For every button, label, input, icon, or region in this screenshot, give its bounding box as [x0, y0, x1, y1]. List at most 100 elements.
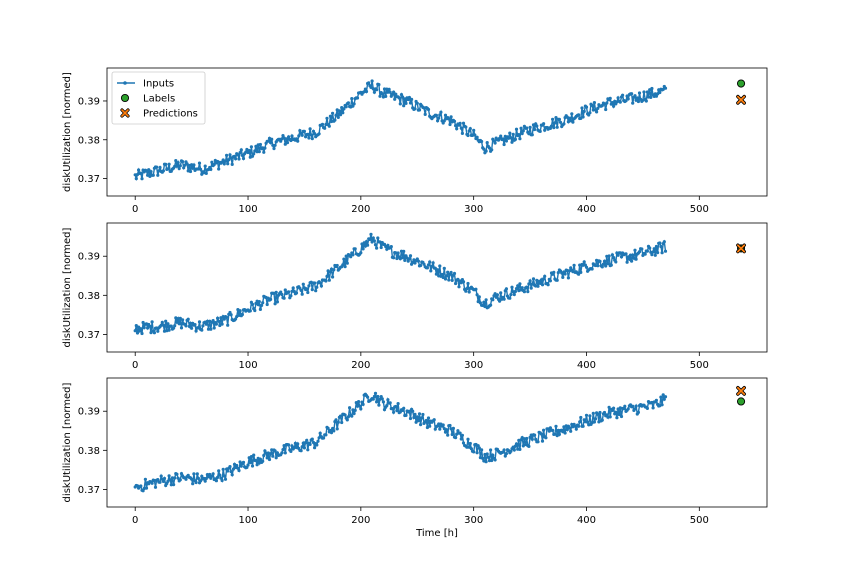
input-point	[323, 126, 327, 130]
input-point	[456, 277, 460, 281]
x-tick-label: 400	[577, 515, 596, 526]
input-point	[517, 133, 521, 137]
input-point	[652, 247, 656, 251]
input-point	[395, 256, 399, 261]
input-point	[442, 119, 446, 123]
legend-marker-predictions	[120, 108, 130, 118]
input-point	[313, 132, 317, 136]
input-point	[619, 255, 624, 259]
input-point	[499, 291, 503, 295]
input-point	[626, 407, 630, 411]
input-point	[630, 259, 634, 263]
chart-panel-1: 0 100 200 300 400 500 0.37 0.38 0.39 diskUtilizat…	[62, 67, 768, 215]
input-point	[426, 416, 431, 420]
input-point	[273, 302, 277, 306]
legend-label-labels: Labels	[143, 94, 175, 105]
input-point	[502, 297, 506, 301]
input-point	[410, 97, 414, 101]
input-point	[389, 245, 393, 249]
legend-label-predictions: Predictions	[143, 109, 198, 120]
input-point	[426, 263, 431, 267]
input-point	[433, 427, 437, 431]
input-point	[533, 127, 537, 132]
input-point	[448, 423, 452, 428]
input-point	[538, 129, 542, 133]
input-point	[416, 419, 420, 423]
input-point	[203, 164, 207, 168]
input-point	[429, 269, 433, 273]
input-point	[624, 99, 628, 103]
x-axis-label: Time [h]	[415, 528, 458, 539]
input-point	[489, 303, 493, 307]
input-point	[459, 126, 463, 130]
input-point	[465, 287, 469, 291]
input-point	[422, 262, 426, 266]
input-point	[540, 439, 545, 443]
input-point	[437, 116, 441, 120]
input-point	[184, 324, 188, 328]
input-point	[526, 290, 530, 294]
input-point	[240, 153, 244, 157]
input-point	[306, 290, 310, 295]
input-point	[600, 418, 604, 422]
input-point	[566, 276, 571, 280]
input-point	[619, 414, 624, 419]
input-point	[443, 113, 448, 117]
input-point	[626, 97, 630, 101]
y-axis-label: diskUtilization [normed]	[62, 227, 73, 347]
input-point	[434, 272, 438, 276]
input-point	[342, 107, 346, 111]
input-point	[634, 257, 638, 261]
input-point	[579, 116, 583, 120]
input-point	[416, 259, 420, 263]
input-point	[257, 150, 261, 154]
input-point	[509, 449, 513, 453]
input-point	[552, 126, 556, 130]
input-point	[156, 329, 160, 333]
input-point	[222, 317, 226, 321]
input-point	[195, 472, 199, 476]
input-point	[220, 478, 224, 483]
input-point	[161, 479, 165, 483]
input-point	[329, 431, 334, 435]
input-point	[413, 261, 417, 265]
input-point	[525, 436, 529, 441]
input-point	[208, 472, 212, 477]
input-point	[258, 457, 262, 461]
input-point	[222, 162, 226, 166]
input-point	[556, 271, 560, 275]
input-point	[544, 436, 548, 440]
input-point	[302, 446, 306, 450]
input-point	[642, 90, 646, 94]
input-point	[525, 126, 529, 130]
input-point	[284, 137, 288, 141]
input-point	[371, 87, 375, 91]
input-point	[614, 410, 618, 414]
input-point	[381, 400, 385, 404]
input-point	[263, 146, 267, 150]
input-point	[408, 254, 413, 258]
input-point	[351, 253, 355, 257]
input-point	[622, 407, 626, 411]
input-point	[461, 280, 466, 284]
input-point	[296, 442, 300, 446]
input-point	[605, 101, 609, 105]
input-point	[133, 329, 137, 333]
input-point	[235, 463, 239, 468]
input-point	[310, 288, 314, 292]
input-point	[320, 122, 325, 126]
input-point	[649, 95, 653, 99]
x-tick-label: 100	[238, 360, 257, 371]
input-point	[349, 255, 353, 259]
y-tick-label: 0.39	[78, 407, 100, 418]
input-point	[542, 428, 546, 432]
input-point	[399, 93, 404, 97]
input-point	[561, 275, 565, 279]
input-point	[217, 469, 221, 473]
input-point	[202, 476, 206, 481]
input-point	[402, 104, 406, 108]
input-point	[438, 264, 442, 268]
input-point	[169, 324, 173, 328]
input-point	[438, 427, 442, 431]
input-point	[579, 415, 583, 420]
